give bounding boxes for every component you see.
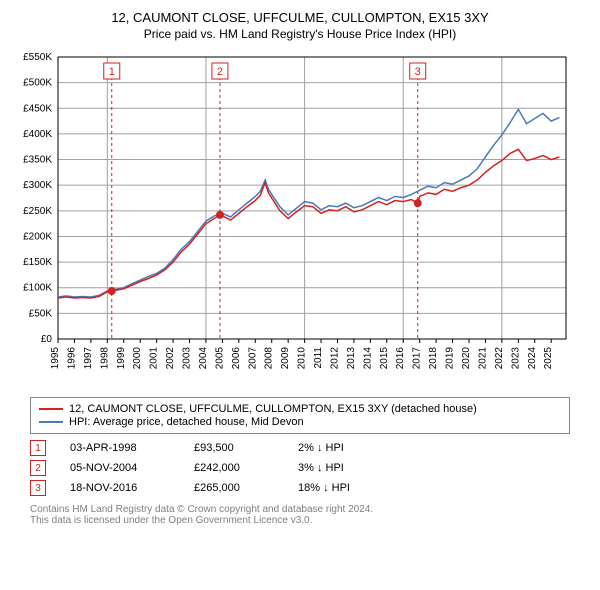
sale-marker: 3 [30,480,46,496]
legend-swatch [39,408,63,410]
svg-text:£350K: £350K [23,155,52,166]
svg-text:2014: 2014 [362,347,373,370]
svg-text:2011: 2011 [313,347,324,369]
svg-text:2019: 2019 [445,347,456,370]
svg-text:2006: 2006 [231,347,242,370]
svg-text:2008: 2008 [264,347,275,370]
sale-note: 3% ↓ HPI [298,462,398,474]
svg-text:1995: 1995 [50,347,61,370]
legend-row: HPI: Average price, detached house, Mid … [39,416,561,428]
svg-text:2024: 2024 [527,347,538,370]
svg-text:2000: 2000 [132,347,143,370]
svg-text:2003: 2003 [182,347,193,370]
sale-date: 03-APR-1998 [70,442,170,454]
svg-text:2013: 2013 [346,347,357,370]
sales-row: 2 05-NOV-2004 £242,000 3% ↓ HPI [30,460,570,476]
sale-date: 05-NOV-2004 [70,462,170,474]
sale-price: £265,000 [194,482,274,494]
svg-text:2010: 2010 [297,347,308,370]
sale-marker: 1 [30,440,46,456]
svg-text:2002: 2002 [165,347,176,370]
svg-text:£300K: £300K [23,180,52,191]
svg-text:£400K: £400K [23,129,52,140]
svg-text:2020: 2020 [461,347,472,370]
svg-text:1996: 1996 [66,347,77,370]
legend-row: 12, CAUMONT CLOSE, UFFCULME, CULLOMPTON,… [39,403,561,415]
svg-text:£550K: £550K [23,52,52,63]
svg-text:£50K: £50K [29,308,53,319]
svg-text:2005: 2005 [214,347,225,370]
attribution-line: This data is licensed under the Open Gov… [30,515,570,526]
svg-text:2017: 2017 [412,347,423,370]
svg-text:2004: 2004 [198,347,209,370]
attribution: Contains HM Land Registry data © Crown c… [30,504,570,526]
svg-text:£450K: £450K [23,103,52,114]
sale-marker: 2 [30,460,46,476]
svg-text:2015: 2015 [379,347,390,370]
sale-date: 18-NOV-2016 [70,482,170,494]
legend-label: 12, CAUMONT CLOSE, UFFCULME, CULLOMPTON,… [69,403,477,415]
legend-swatch [39,421,63,423]
legend-label: HPI: Average price, detached house, Mid … [69,416,304,428]
sales-table: 1 03-APR-1998 £93,500 2% ↓ HPI 2 05-NOV-2004 £… [30,440,570,496]
svg-text:2007: 2007 [247,347,258,370]
sale-price: £93,500 [194,442,274,454]
svg-text:£250K: £250K [23,206,52,217]
attribution-line: Contains HM Land Registry data © Crown c… [30,504,570,515]
svg-text:1: 1 [109,66,115,78]
svg-text:2: 2 [217,66,223,78]
sales-row: 1 03-APR-1998 £93,500 2% ↓ HPI [30,440,570,456]
sales-row: 3 18-NOV-2016 £265,000 18% ↓ HPI [30,480,570,496]
sale-price: £242,000 [194,462,274,474]
sale-note: 2% ↓ HPI [298,442,398,454]
svg-text:2009: 2009 [280,347,291,370]
chart-svg: £0 £50K £100K £150K £200K £250K £300K £350K £400… [10,49,570,389]
svg-text:2012: 2012 [329,347,340,370]
svg-text:3: 3 [415,66,421,78]
svg-text:2016: 2016 [395,347,406,370]
svg-text:£200K: £200K [23,231,52,242]
svg-text:2021: 2021 [477,347,488,370]
svg-text:2023: 2023 [510,347,521,370]
page-subtitle: Price paid vs. HM Land Registry's House … [10,27,590,41]
svg-text:1999: 1999 [116,347,127,370]
svg-text:2025: 2025 [543,347,554,370]
svg-text:2022: 2022 [494,347,505,370]
svg-text:£150K: £150K [23,257,52,268]
page-title: 12, CAUMONT CLOSE, UFFCULME, CULLOMPTON,… [10,10,590,25]
svg-text:£0: £0 [41,334,53,345]
svg-text:£100K: £100K [23,283,52,294]
svg-text:2018: 2018 [428,347,439,370]
svg-text:£500K: £500K [23,78,52,89]
legend: 12, CAUMONT CLOSE, UFFCULME, CULLOMPTON,… [30,397,570,434]
svg-text:1998: 1998 [99,347,110,370]
svg-text:1997: 1997 [83,347,94,370]
price-chart: £0 £50K £100K £150K £200K £250K £300K £350K £400… [10,49,590,389]
sale-note: 18% ↓ HPI [298,482,398,494]
svg-text:2001: 2001 [149,347,160,370]
